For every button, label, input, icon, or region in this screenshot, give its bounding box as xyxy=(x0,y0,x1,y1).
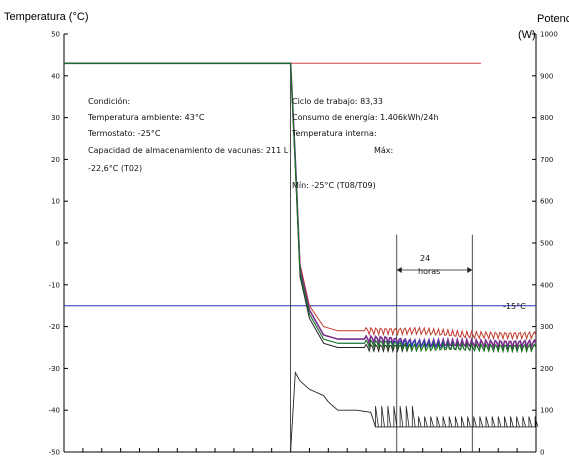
right-axis-unit: (W) xyxy=(518,29,536,41)
power-series-line xyxy=(290,371,536,453)
axes: 50403020100-10-20-30-40-5010009008007006… xyxy=(49,31,558,457)
series-lines xyxy=(64,62,539,453)
right-tick-label: 900 xyxy=(540,72,553,80)
left-axis-title: Temperatura (°C) xyxy=(4,11,88,23)
temperature-series-line xyxy=(64,62,537,354)
annotation-min: Mín: -25°C (T08/T09) xyxy=(292,181,376,190)
right-tick-label: 200 xyxy=(540,365,553,373)
right-tick-label: 400 xyxy=(540,281,553,289)
annotation-max-value: -22,6°C (T02) xyxy=(88,164,142,173)
annotations: Condición: Temperatura ambiente: 43°C Te… xyxy=(87,96,526,311)
temperature-series-line xyxy=(64,62,537,341)
left-tick-label: -10 xyxy=(49,281,60,289)
annotation-internal: Temperatura interna: xyxy=(291,129,377,138)
right-tick-label: 100 xyxy=(540,407,553,415)
annotation-cycle: Ciclo de trabajo: 83,33 xyxy=(292,97,383,106)
right-tick-label: 700 xyxy=(540,156,553,164)
temperature-series-line xyxy=(64,62,537,354)
right-tick-label: 300 xyxy=(540,323,553,331)
right-tick-label: 1000 xyxy=(540,31,558,39)
power-cycling-spikes xyxy=(375,405,539,428)
right-tick-label: 0 xyxy=(540,449,544,457)
right-axis-title: Potencia xyxy=(537,13,569,25)
annotation-energy: Consumo de energía: 1.406kWh/24h xyxy=(292,113,439,122)
annotation-hours: horas xyxy=(418,267,440,276)
reference-line-label: -15°C xyxy=(503,302,526,311)
annotation-24: 24 xyxy=(420,254,430,263)
annotation-ambient: Temperatura ambiente: 43°C xyxy=(87,113,205,122)
annotation-thermostat: Termostato: -25°C xyxy=(87,129,161,138)
left-tick-label: -50 xyxy=(49,449,60,457)
left-tick-label: -20 xyxy=(49,323,60,331)
annotation-max: Máx: xyxy=(374,146,393,155)
temperature-series-line xyxy=(64,62,537,354)
left-tick-label: 20 xyxy=(51,156,60,164)
annotation-condition: Condición: xyxy=(88,96,130,106)
left-tick-label: 0 xyxy=(56,240,60,248)
right-tick-label: 500 xyxy=(540,240,553,248)
left-tick-label: 50 xyxy=(51,31,60,39)
left-tick-label: 40 xyxy=(51,72,60,80)
interval-arrowhead-right xyxy=(467,267,473,273)
right-tick-label: 800 xyxy=(540,114,553,122)
interval-arrowhead-left xyxy=(396,267,402,273)
left-tick-label: 30 xyxy=(51,114,60,122)
right-tick-label: 600 xyxy=(540,198,553,206)
left-tick-label: -30 xyxy=(49,365,60,373)
left-tick-label: -40 xyxy=(49,407,60,415)
left-tick-label: 10 xyxy=(51,198,60,206)
annotation-capacity: Capacidad de almacenamiento de vacunas: … xyxy=(88,146,289,155)
